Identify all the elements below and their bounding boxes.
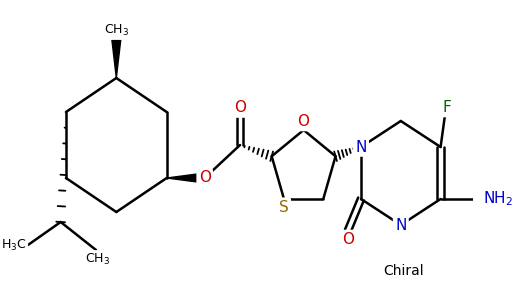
Text: N: N (355, 139, 367, 155)
Text: N: N (395, 218, 407, 233)
Text: F: F (442, 100, 451, 115)
Text: NH$_2$: NH$_2$ (483, 190, 512, 208)
Text: CH$_3$: CH$_3$ (104, 23, 129, 38)
Text: CH$_3$: CH$_3$ (85, 252, 111, 267)
Text: S: S (279, 200, 289, 215)
Text: Chiral: Chiral (383, 264, 423, 278)
Text: O: O (297, 114, 310, 129)
Polygon shape (112, 40, 121, 78)
Text: O: O (234, 101, 246, 115)
Polygon shape (167, 173, 205, 183)
Text: O: O (199, 171, 210, 186)
Text: O: O (342, 232, 354, 247)
Text: H$_3$C: H$_3$C (1, 238, 26, 253)
